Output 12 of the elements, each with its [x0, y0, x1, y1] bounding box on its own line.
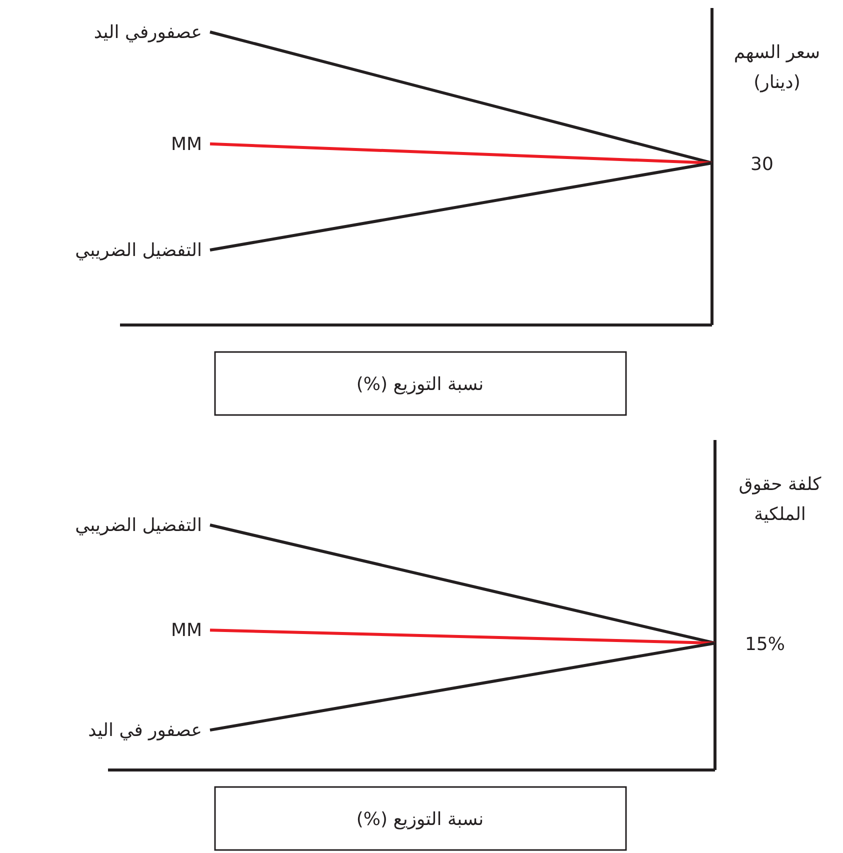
x-axis-title: نسبة التوزيع (%): [356, 809, 484, 830]
y-axis-title: كلفة حقوق الملكية: [738, 474, 822, 525]
annotation: 30: [750, 154, 774, 175]
series-label: MM: [170, 620, 202, 642]
series-label: التفضيل الضريبي: [75, 240, 202, 261]
x-axis-title: نسبة التوزيع (%): [356, 374, 484, 395]
series-label: التفضيل الضريبي: [75, 515, 202, 536]
y-axis-title: سعر السهم (دينار): [734, 42, 820, 93]
series-label: عصفور في اليد: [88, 720, 202, 742]
series-label: عصفورفي اليد: [94, 22, 202, 43]
series-label: MM: [170, 134, 202, 155]
text: 15%: [744, 634, 786, 656]
